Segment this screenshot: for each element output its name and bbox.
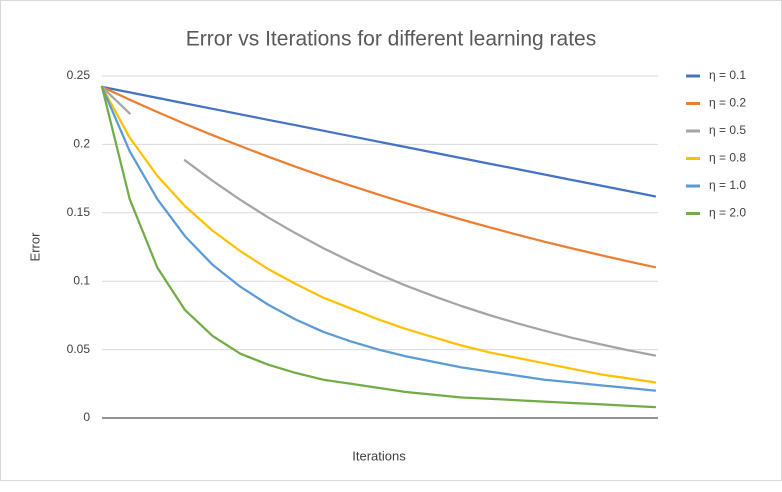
y-axis-title: Error	[27, 232, 42, 262]
y-tick-label: 0.05	[67, 342, 91, 356]
legend-label: η = 0.1	[709, 68, 746, 82]
series-line	[100, 85, 657, 198]
y-tick-label: 0.1	[73, 273, 90, 287]
series-line	[100, 85, 657, 269]
x-axis-title: Iterations	[352, 448, 406, 463]
series-line	[100, 85, 657, 409]
legend-label: η = 2.0	[709, 206, 746, 220]
series-line	[100, 85, 657, 357]
series-line	[100, 85, 657, 384]
legend-label: η = 0.5	[709, 123, 746, 137]
y-tick-label: 0.25	[67, 68, 91, 82]
legend-label: η = 0.2	[709, 96, 746, 110]
legend-label: η = 0.8	[709, 151, 746, 165]
legend-label: η = 1.0	[709, 178, 746, 192]
chart-title: Error vs Iterations for different learni…	[186, 28, 596, 51]
y-tick-label: 0.2	[73, 137, 90, 151]
y-tick-label: 0.15	[67, 205, 91, 219]
chart-frame	[0, 0, 782, 481]
y-tick-label: 0	[83, 410, 90, 424]
series-line	[100, 85, 657, 392]
